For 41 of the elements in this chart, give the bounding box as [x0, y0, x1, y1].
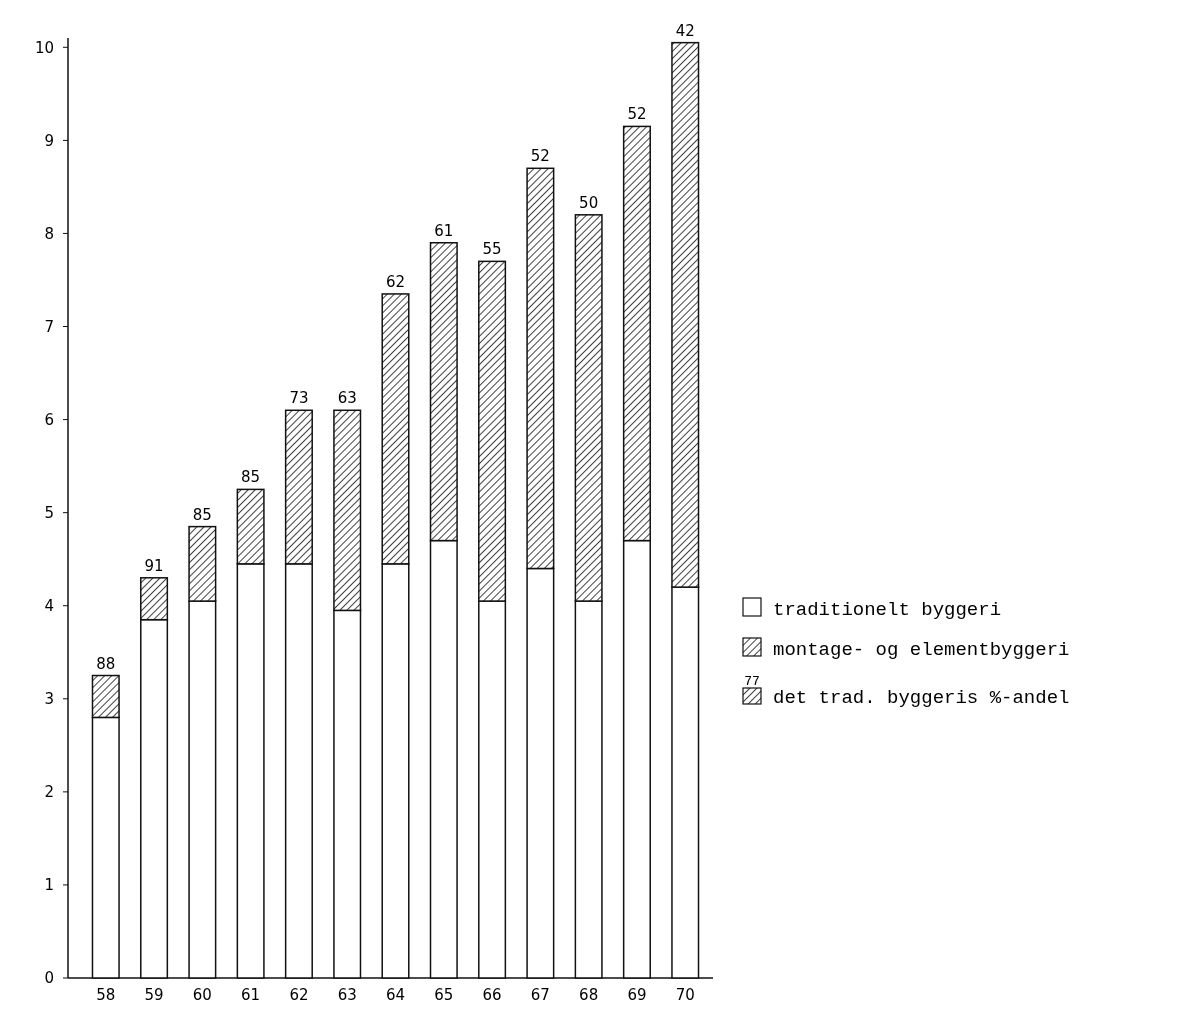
x-tick-label: 69 — [627, 986, 647, 1004]
x-tick-label: 70 — [675, 986, 695, 1004]
y-tick-label: 7 — [44, 317, 54, 336]
annotation: 50 — [579, 193, 599, 212]
annotation: 73 — [289, 389, 309, 408]
y-tick-label: 3 — [44, 690, 54, 709]
annotation: 42 — [675, 21, 695, 40]
y-tick-label: 0 — [44, 969, 54, 988]
x-tick-label: 68 — [579, 986, 599, 1004]
x-tick-label: 59 — [144, 986, 164, 1004]
x-tick-label: 61 — [241, 986, 261, 1004]
x-tick-label: 60 — [192, 986, 212, 1004]
annotation: 85 — [241, 468, 261, 487]
y-tick-label: 6 — [44, 410, 54, 429]
y-tick-label: 2 — [44, 783, 54, 802]
annotation: 52 — [627, 105, 647, 124]
annotation: 61 — [434, 221, 454, 240]
annotation: 62 — [385, 272, 406, 291]
annotation: 85 — [192, 505, 212, 524]
annotation: 63 — [337, 389, 357, 408]
annotation: 52 — [530, 147, 550, 166]
x-tick-label: 66 — [482, 986, 502, 1004]
annotation: 91 — [144, 556, 164, 575]
x-tick-label: 65 — [434, 986, 454, 1004]
x-tick-label: 64 — [385, 986, 406, 1004]
x-tick-label: 67 — [530, 986, 550, 1004]
legend-label: traditionelt byggeri — [773, 598, 1002, 621]
y-tick-label: 4 — [44, 596, 54, 615]
y-tick-label: 10 — [34, 38, 54, 57]
y-tick-label: 5 — [44, 503, 54, 522]
y-tick-label: 8 — [44, 224, 54, 243]
annotation: 55 — [482, 240, 502, 259]
y-tick-label: 1 — [44, 876, 54, 895]
annotation: 88 — [96, 654, 116, 673]
x-tick-label: 63 — [337, 986, 357, 1004]
x-tick-label: 62 — [289, 986, 309, 1004]
text: det trad. byggeris %-andel — [773, 686, 1070, 709]
legend-label: montage- og elementbyggeri — [773, 638, 1070, 661]
x-tick-label: 58 — [96, 986, 116, 1004]
text: 77 — [744, 674, 760, 689]
y-tick-label: 9 — [44, 131, 54, 150]
